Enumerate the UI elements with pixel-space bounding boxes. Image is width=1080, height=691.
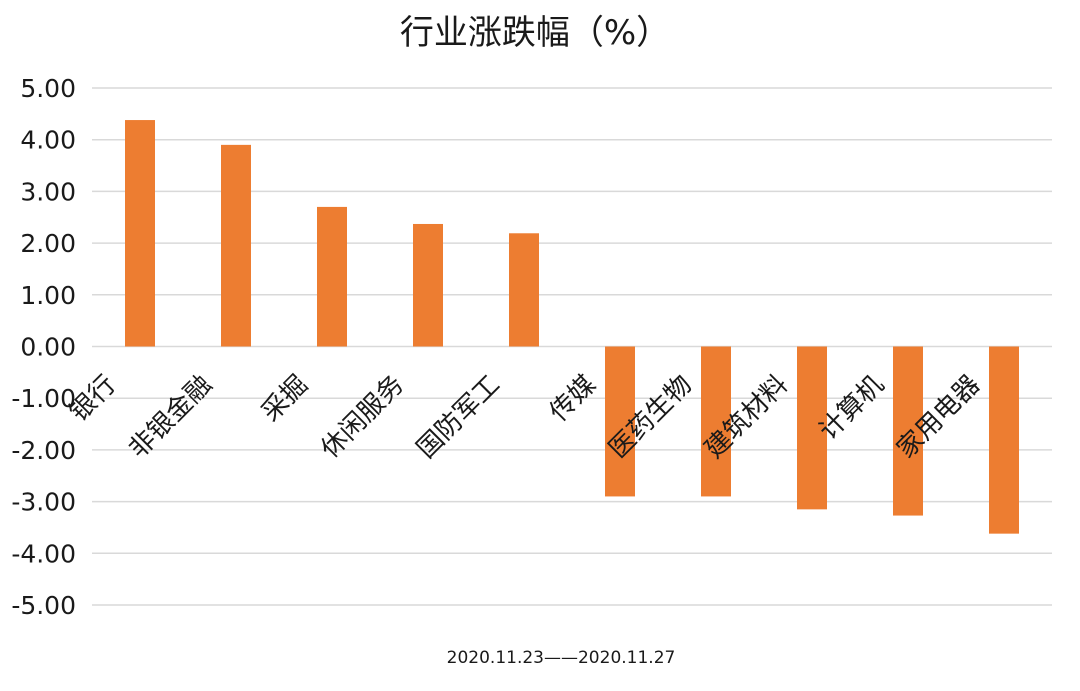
y-tick-label: -1.00 xyxy=(11,384,76,413)
bar xyxy=(317,206,347,347)
y-tick-label: 3.00 xyxy=(20,177,76,206)
y-tick-label: 2.00 xyxy=(20,229,76,258)
y-tick-label: 1.00 xyxy=(20,281,76,310)
y-axis-tick-labels: 5.00 4.00 3.00 2.00 1.00 0.00 -1.00 -2.00 -3.00 -… xyxy=(11,74,76,620)
bar xyxy=(989,346,1019,534)
bar xyxy=(413,223,443,347)
category-label: 银行 xyxy=(64,370,122,428)
y-tick-label: -4.00 xyxy=(11,539,76,568)
bar xyxy=(797,346,827,510)
y-tick-label: -3.00 xyxy=(11,488,76,517)
chart-title: 行业涨跌幅（%） xyxy=(400,13,670,53)
bar xyxy=(509,233,539,347)
category-label: 采掘 xyxy=(256,370,314,428)
y-tick-label: -5.00 xyxy=(11,591,76,620)
y-tick-label: 4.00 xyxy=(20,126,76,155)
gridlines xyxy=(92,87,1052,606)
bar xyxy=(125,120,155,347)
bar xyxy=(701,346,731,497)
bar xyxy=(605,346,635,497)
x-axis-title: 2020.11.23——2020.11.27 xyxy=(447,648,676,668)
y-tick-label: 5.00 xyxy=(20,74,76,103)
y-tick-label: -2.00 xyxy=(11,436,76,465)
y-tick-label: 0.00 xyxy=(20,333,76,362)
category-label: 传媒 xyxy=(544,370,602,428)
bar xyxy=(221,144,251,347)
bar xyxy=(893,346,923,516)
bars xyxy=(125,120,1019,534)
